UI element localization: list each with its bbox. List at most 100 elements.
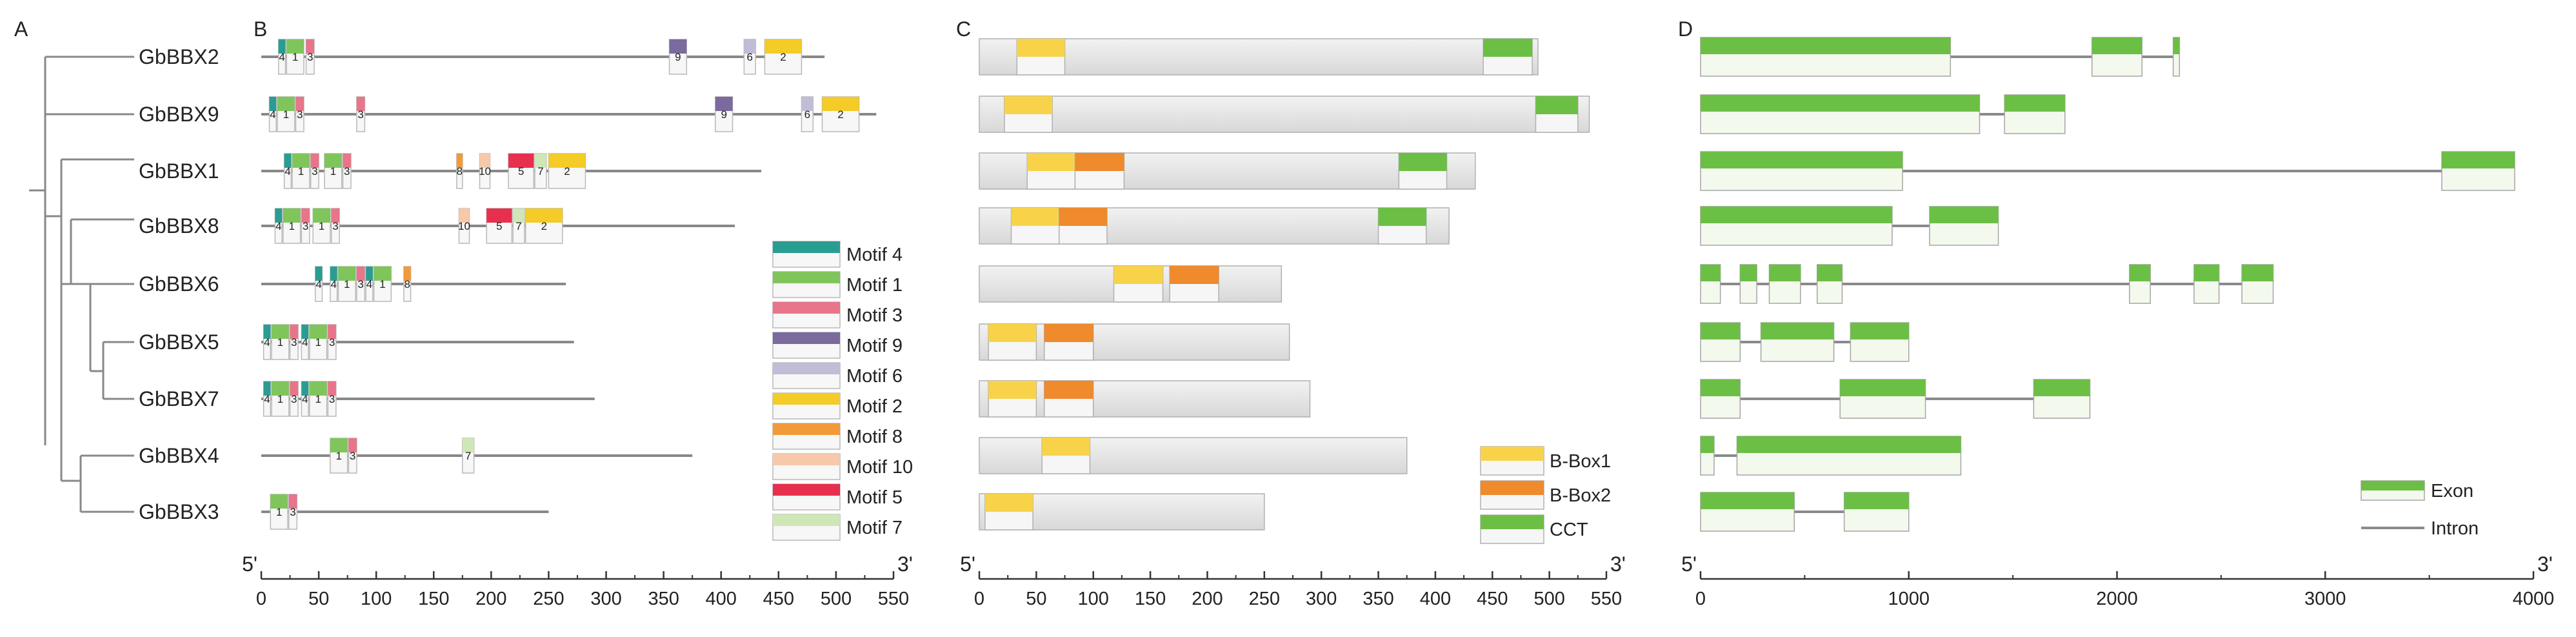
gene-name-gbbbx5: GbBBX5 xyxy=(139,330,219,354)
gene-name-gbbbx4: GbBBX4 xyxy=(139,444,219,467)
gene-axis-tick-label-4: 4000 xyxy=(2513,589,2555,609)
motif-label-gbbbx9-1: 1 xyxy=(283,108,289,121)
motif-label-gbbbx8-0: 4 xyxy=(275,220,281,232)
gene-name-gbbbx3: GbBBX3 xyxy=(139,500,219,523)
domain-axis-tick-label-8: 400 xyxy=(1420,589,1451,609)
motif-legend-swatch-cap-motif-6 xyxy=(773,363,840,374)
motif-cap-gbbbx2-1 xyxy=(286,39,304,54)
exon-cap-gbbbx4-1 xyxy=(1737,436,1961,453)
gene-axis-tick-label-0: 0 xyxy=(1695,589,1706,609)
motif-label-gbbbx1-1: 1 xyxy=(298,165,304,177)
exon-cap-gbbbx6-2 xyxy=(1769,265,1801,281)
motif-label-gbbbx1-7: 5 xyxy=(518,165,524,177)
motif-label-gbbbx6-6: 8 xyxy=(404,278,410,290)
motif-label-gbbbx8-3: 1 xyxy=(319,220,324,232)
exon-cap-gbbbx6-0 xyxy=(1701,265,1721,281)
domain-cap-gbbbx8-1 xyxy=(1059,208,1107,226)
motif-legend-label-motif-9: Motif 9 xyxy=(846,336,903,356)
exon-cap-gbbbx2-2 xyxy=(2173,37,2180,54)
motif-legend-swatch-cap-motif-3 xyxy=(773,302,840,314)
motif-cap-gbbbx7-0 xyxy=(263,381,271,396)
motif-legend-swatch-cap-motif-8 xyxy=(773,423,840,435)
motif-cap-gbbbx1-2 xyxy=(310,154,319,168)
domain-axis-3prime: 3' xyxy=(1610,552,1626,576)
domain-cap-gbbbx7-1 xyxy=(1044,381,1093,399)
domain-axis-tick-label-9: 450 xyxy=(1477,589,1508,609)
motif-label-gbbbx2-0: 4 xyxy=(279,51,285,63)
domain-axis-tick-label-3: 150 xyxy=(1135,589,1166,609)
motif-cap-gbbbx6-1 xyxy=(330,267,337,281)
motif-label-gbbbx8-5: 10 xyxy=(458,220,470,232)
panel-label-d: D xyxy=(1678,17,1693,41)
exon-cap-gbbbx6-5 xyxy=(2193,265,2219,281)
domain-legend: B-Box1 B-Box2 CCT xyxy=(1480,446,1611,544)
motif-label-gbbbx8-6: 5 xyxy=(496,220,502,232)
motif-axis-tick-label-10: 500 xyxy=(821,589,852,609)
exon-cap-gbbbx6-4 xyxy=(2129,265,2151,281)
domain-axis-tick-label-4: 200 xyxy=(1192,589,1223,609)
motif-axis-tick-label-1: 50 xyxy=(308,589,329,609)
motif-label-gbbbx9-3: 3 xyxy=(357,108,363,121)
domain-panel xyxy=(979,38,1590,531)
motif-legend-swatch-cap-motif-5 xyxy=(773,484,840,496)
motif-cap-gbbbx7-1 xyxy=(272,381,289,396)
motif-legend-swatch-cap-motif-9 xyxy=(773,332,840,344)
phylogenetic-tree xyxy=(29,56,134,513)
exon-cap-gbbbx7-0 xyxy=(1701,379,1741,396)
exon-cap-gbbbx3-1 xyxy=(1844,492,1909,509)
motif-cap-gbbbx7-3 xyxy=(301,381,309,396)
domain-legend-swatch-cap-cct xyxy=(1481,515,1544,529)
motif-axis-5prime: 5' xyxy=(242,552,257,576)
motif-label-gbbbx1-2: 3 xyxy=(312,165,317,177)
domain-legend-swatch-cap-b-box1 xyxy=(1481,447,1544,461)
intron-legend-label: Intron xyxy=(2431,518,2479,539)
domain-cap-gbbbx4-0 xyxy=(1042,438,1090,456)
motif-cap-gbbbx1-9 xyxy=(548,154,586,168)
exon-cap-gbbbx9-1 xyxy=(2004,95,2065,112)
motif-label-gbbbx7-4: 1 xyxy=(315,393,321,405)
motif-cap-gbbbx1-6 xyxy=(479,154,490,168)
domain-axis-tick-label-10: 500 xyxy=(1533,589,1564,609)
exon-cap-gbbbx8-1 xyxy=(1930,207,1999,223)
exon-cap-gbbbx5-0 xyxy=(1701,323,1741,339)
motif-cap-gbbbx8-3 xyxy=(313,208,330,223)
motif-cap-gbbbx5-3 xyxy=(301,325,309,339)
motif-label-gbbbx9-6: 2 xyxy=(837,108,843,121)
structure-legend: Exon Intron xyxy=(2361,480,2479,539)
motif-label-gbbbx4-0: 1 xyxy=(336,450,342,462)
domain-legend-label-b-box1: B-Box1 xyxy=(1550,451,1611,472)
motif-cap-gbbbx9-0 xyxy=(269,97,277,111)
motif-cap-gbbbx9-2 xyxy=(295,97,304,111)
domain-axis-tick-label-6: 300 xyxy=(1306,589,1337,609)
gene-axis-3prime: 3' xyxy=(2537,552,2553,576)
gene-name-gbbbx6: GbBBX6 xyxy=(139,272,219,296)
gene-axis-tick-label-3: 3000 xyxy=(2304,589,2346,609)
gene-axis-tick-label-2: 2000 xyxy=(2096,589,2138,609)
motif-cap-gbbbx8-4 xyxy=(331,208,340,223)
motif-cap-gbbbx1-0 xyxy=(284,154,292,168)
domain-cap-gbbbx1-2 xyxy=(1399,153,1447,171)
motif-label-gbbbx2-2: 3 xyxy=(307,51,313,63)
motif-label-gbbbx1-8: 7 xyxy=(537,165,543,177)
motif-legend-swatch-cap-motif-1 xyxy=(773,272,840,283)
motif-cap-gbbbx1-5 xyxy=(456,154,463,168)
domain-cap-gbbbx7-0 xyxy=(988,381,1037,399)
motif-cap-gbbbx3-0 xyxy=(270,494,288,509)
motif-legend-label-motif-1: Motif 1 xyxy=(846,275,903,296)
motif-axis-tick-label-11: 550 xyxy=(878,589,909,609)
motif-axis-tick-label-3: 150 xyxy=(418,589,449,609)
domain-cap-gbbbx6-1 xyxy=(1170,266,1219,284)
motif-label-gbbbx8-8: 2 xyxy=(541,220,547,232)
motif-cap-gbbbx9-3 xyxy=(356,97,365,111)
domain-cap-gbbbx5-0 xyxy=(988,324,1037,342)
motif-cap-gbbbx8-2 xyxy=(301,208,310,223)
motif-cap-gbbbx2-4 xyxy=(744,39,756,54)
motif-cap-gbbbx5-5 xyxy=(328,325,336,339)
motif-cap-gbbbx9-1 xyxy=(277,97,295,111)
motif-label-gbbbx1-6: 10 xyxy=(479,165,491,177)
motif-axis-tick-label-9: 450 xyxy=(763,589,794,609)
motif-label-gbbbx8-2: 3 xyxy=(303,220,308,232)
gene-name-gbbbx8: GbBBX8 xyxy=(139,214,219,238)
